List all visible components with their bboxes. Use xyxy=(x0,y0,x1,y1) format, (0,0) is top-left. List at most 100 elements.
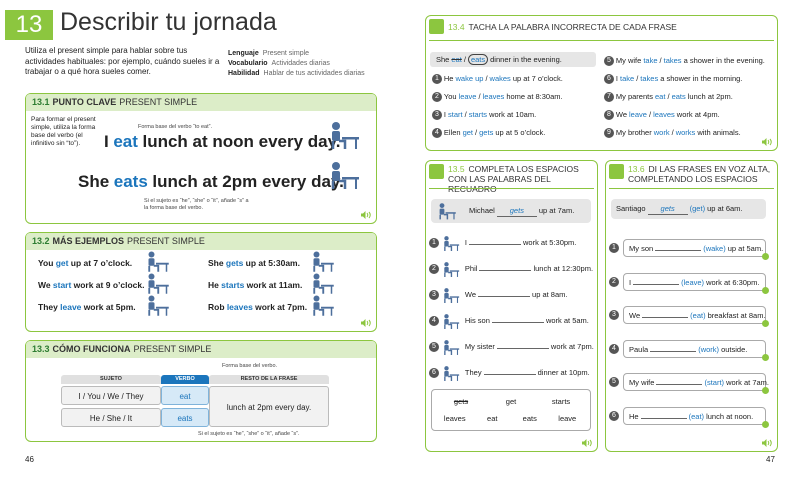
pictogram xyxy=(148,273,169,294)
head xyxy=(444,262,449,267)
subject: My brother xyxy=(615,128,652,137)
head xyxy=(332,122,340,130)
subject-cell: He / She / It xyxy=(61,408,161,427)
subject-cell: I / You / We / They xyxy=(61,386,161,405)
head xyxy=(439,203,445,209)
rest: work at 5pm. xyxy=(83,302,136,312)
audio-icon[interactable] xyxy=(762,439,772,447)
body xyxy=(332,171,340,181)
examples-box: 13.2 MÁS EJEMPLOS PRESENT SIMPLE You get up a… xyxy=(25,232,377,332)
legend-label: Habilidad xyxy=(228,70,260,77)
subject: She xyxy=(78,172,110,191)
intro: Utiliza el present simple para hablar so… xyxy=(25,46,220,76)
subject: My wife xyxy=(629,378,655,387)
sentence: She eats lunch at 2pm every day. xyxy=(78,172,348,192)
subject: I xyxy=(615,74,618,83)
rest: work at 7am. xyxy=(726,378,769,387)
section-number: 13.1 xyxy=(32,97,50,107)
subject: She xyxy=(436,55,450,64)
speech-dot xyxy=(762,420,769,428)
legs xyxy=(444,375,453,381)
rest: lunch at noon every day. xyxy=(142,132,341,151)
body xyxy=(444,293,449,299)
audio-icon[interactable] xyxy=(361,211,371,219)
body xyxy=(444,319,449,325)
option: starts xyxy=(468,110,488,119)
exercise-number: 13.6 xyxy=(628,164,645,174)
audio-icon[interactable] xyxy=(762,138,772,146)
exercise-box: 13.5 COMPLETA LOS ESPACIOS CON LAS PALABR… xyxy=(425,160,598,452)
word: gets xyxy=(453,397,469,406)
sentence: She gets up at 5:30am. xyxy=(208,258,302,268)
option: wakes xyxy=(489,74,511,83)
item-number: 6 xyxy=(429,368,439,379)
head xyxy=(444,314,449,319)
blank xyxy=(650,343,697,352)
sentence: He starts work at 11am. xyxy=(208,280,305,290)
audio-waves xyxy=(366,319,371,327)
speech-bubble: My son (wake) up at 5am. xyxy=(623,239,766,257)
legend-row: Vocabulario Actividades diarias xyxy=(228,59,365,69)
head xyxy=(148,251,155,258)
table xyxy=(156,262,169,265)
sentence: You get up at 7 o’clock. xyxy=(38,258,134,268)
subject: Paula xyxy=(629,344,649,354)
speech-dot xyxy=(762,253,769,260)
exercise-item: 1 He wake up / wakes up at 7 o’clock. xyxy=(432,74,565,85)
body xyxy=(148,302,155,310)
subject: I xyxy=(104,132,109,151)
rest: home at 8:30am. xyxy=(506,92,563,101)
table xyxy=(156,284,169,287)
body xyxy=(313,302,320,310)
unit-title: Describir tu jornada xyxy=(60,8,277,36)
box-header: 13.3 CÓMO FUNCIONA PRESENT SIMPLE xyxy=(26,341,376,358)
exercise-item: 5 My wife take / takes a shower in the evenin… xyxy=(604,56,767,67)
separator-line xyxy=(429,40,774,41)
legs xyxy=(444,297,453,303)
speech-bubble: My wife (start) work at 7am. xyxy=(623,373,769,391)
legend-row: Lenguaje Present simple xyxy=(228,49,365,59)
column-header: RESTO DE LA FRASE xyxy=(209,375,329,384)
rest: work at 5am. xyxy=(545,316,589,325)
option: takes xyxy=(663,56,682,65)
audio-icon[interactable] xyxy=(582,439,592,447)
pictogram xyxy=(439,203,456,220)
section-number: 13.3 xyxy=(32,344,50,354)
verb: eats xyxy=(113,172,148,191)
subject: He xyxy=(629,411,639,421)
table xyxy=(449,374,460,376)
audio-shape xyxy=(762,439,767,447)
audio-icon[interactable] xyxy=(361,319,371,327)
hint: (eat) xyxy=(690,311,706,320)
rest: work at 7pm. xyxy=(550,342,594,351)
section-number: 13.2 xyxy=(32,236,50,246)
exercise-box: 13.6 DI LAS FRASES EN VOZ ALTA, COMPLETAN… xyxy=(605,160,778,452)
rest: work at 10am. xyxy=(489,110,537,119)
speech-dot xyxy=(762,387,769,394)
pictogram xyxy=(444,236,460,251)
legs xyxy=(444,271,453,277)
section-subtitle: PRESENT SIMPLE xyxy=(127,236,205,246)
head xyxy=(444,236,449,241)
section-title: CÓMO FUNCIONA xyxy=(52,344,131,354)
head xyxy=(148,295,155,302)
item-number: 1 xyxy=(609,243,619,253)
legs xyxy=(444,349,453,355)
rest: dinner at 10pm. xyxy=(537,368,590,377)
subject: My parents xyxy=(615,92,653,101)
item-number: 3 xyxy=(429,290,439,301)
legend-text: Actividades diarias xyxy=(271,60,330,67)
exercise-number: 13.5 xyxy=(448,164,465,174)
option: leaves xyxy=(482,92,505,101)
column-header: SUJETO xyxy=(61,375,161,384)
body xyxy=(313,258,320,266)
separator: / xyxy=(648,110,652,119)
audio-waves xyxy=(366,211,371,219)
speech-dot xyxy=(762,320,769,327)
subject: I xyxy=(464,238,467,247)
option: start xyxy=(447,110,463,119)
legs xyxy=(313,264,325,272)
head xyxy=(444,366,449,371)
exercise-item: 2 Phil lunch at 12:30pm. xyxy=(429,261,595,277)
exercise-header: 13.4 TACHA LA PALABRA INCORRECTA DE CADA … xyxy=(448,22,773,32)
